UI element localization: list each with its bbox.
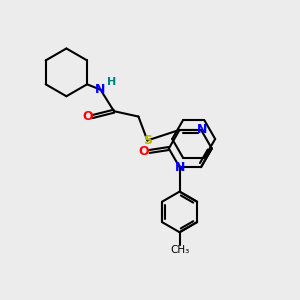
- Text: O: O: [139, 145, 149, 158]
- Text: N: N: [174, 160, 185, 174]
- Text: N: N: [197, 123, 208, 136]
- Text: CH₃: CH₃: [170, 245, 189, 255]
- Text: S: S: [143, 134, 152, 147]
- Text: O: O: [82, 110, 93, 123]
- Text: N: N: [95, 83, 106, 96]
- Text: H: H: [107, 77, 116, 87]
